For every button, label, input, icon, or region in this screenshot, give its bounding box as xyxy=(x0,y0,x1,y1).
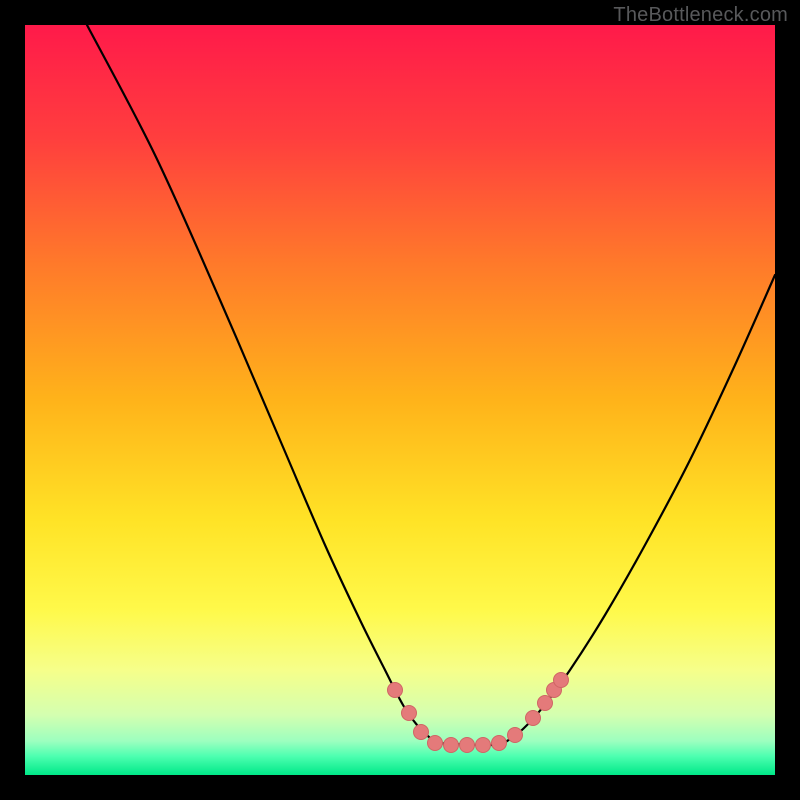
data-point-marker xyxy=(428,736,443,751)
data-point-marker xyxy=(388,683,403,698)
data-point-marker xyxy=(460,738,475,753)
watermark-text: TheBottleneck.com xyxy=(613,4,788,27)
data-point-marker xyxy=(492,736,507,751)
data-point-marker xyxy=(476,738,491,753)
data-point-marker xyxy=(538,696,553,711)
plot-area xyxy=(25,25,775,775)
data-point-marker xyxy=(508,728,523,743)
data-point-marker xyxy=(414,725,429,740)
data-point-marker xyxy=(444,738,459,753)
bottleneck-curve xyxy=(25,25,775,775)
data-point-marker xyxy=(554,673,569,688)
data-point-marker xyxy=(526,711,541,726)
data-point-marker xyxy=(402,706,417,721)
